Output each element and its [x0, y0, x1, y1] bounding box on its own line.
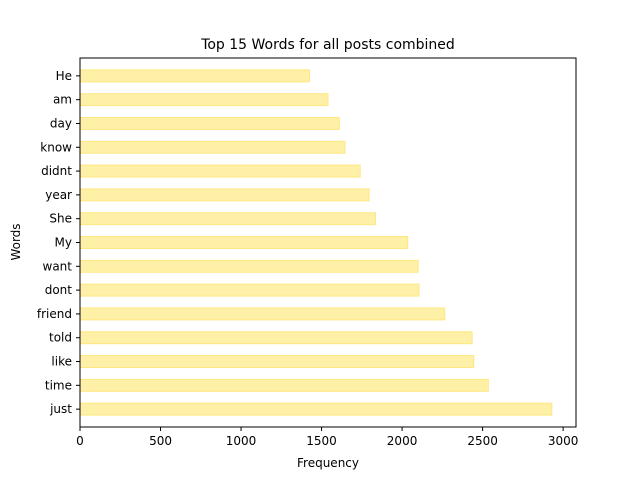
chart-title: Top 15 Words for all posts combined: [200, 37, 455, 53]
bars-group: [79, 69, 553, 416]
x-axis-label: Frequency: [297, 456, 359, 470]
bar-dont: [79, 283, 420, 297]
y-tick-label-dont: dont: [45, 283, 73, 297]
bar-want: [79, 259, 419, 273]
y-tick-label-know: know: [40, 140, 72, 154]
y-axis-label: Words: [9, 223, 23, 260]
y-tick-label-year: year: [45, 188, 72, 202]
y-tick-label-she: She: [49, 212, 72, 226]
y-tick-label-my: My: [55, 236, 72, 250]
bar-time: [79, 378, 489, 392]
x-tick-label-2000: 2000: [387, 434, 418, 448]
y-tick-label-time: time: [45, 378, 72, 392]
bar-like: [79, 355, 475, 368]
bar-told: [79, 331, 473, 345]
x-tick-label-2500: 2500: [467, 434, 498, 448]
bar-just: [79, 402, 553, 416]
x-tick-label-500: 500: [149, 434, 172, 448]
bar-she: [79, 212, 377, 226]
bar-day: [79, 117, 340, 130]
y-tick-label-just: just: [49, 402, 72, 416]
x-axis-ticks: 0 500 1000 1500 2000 2500 3000: [76, 427, 578, 448]
bar-my: [79, 236, 409, 249]
x-tick-label-3000: 3000: [548, 434, 579, 448]
bar-friend: [79, 307, 446, 321]
y-tick-label-told: told: [49, 331, 72, 345]
y-axis-ticks: just time like told friend dont want My She year d…: [37, 69, 80, 416]
y-tick-label-didnt: didnt: [41, 164, 72, 178]
y-tick-label-want: want: [43, 259, 73, 273]
y-tick-label-am: am: [53, 93, 72, 107]
bar-he: [79, 69, 310, 83]
bar-know: [79, 140, 346, 154]
y-tick-label-day: day: [50, 116, 72, 130]
y-tick-label-friend: friend: [37, 307, 72, 321]
bar-didnt: [79, 164, 361, 178]
x-tick-label-1500: 1500: [306, 434, 337, 448]
x-tick-label-0: 0: [76, 434, 84, 448]
x-tick-label-1000: 1000: [226, 434, 257, 448]
bar-year: [79, 188, 370, 202]
y-tick-label-he: He: [56, 69, 72, 83]
bar-am: [79, 93, 329, 107]
y-tick-label-like: like: [51, 355, 72, 369]
